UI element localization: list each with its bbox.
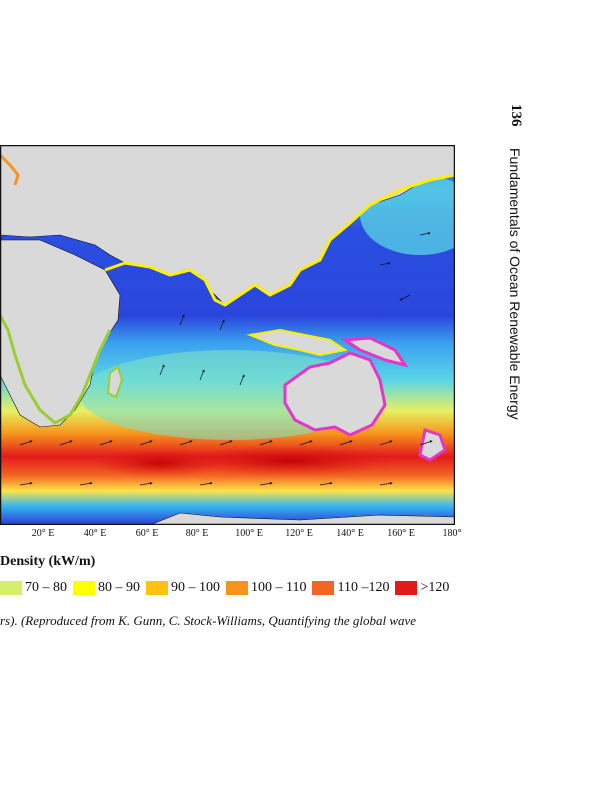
legend-label: 90 – 100 <box>171 580 220 595</box>
legend-label: 70 – 80 <box>25 580 67 595</box>
legend-swatch <box>146 581 168 595</box>
legend-item: 70 – 80 <box>0 580 67 596</box>
x-tick: 100° E <box>235 528 263 539</box>
book-title: Fundamentals of Ocean Renewable Energy <box>507 148 523 420</box>
legend-swatch <box>226 581 248 595</box>
asia-coast-yellow <box>104 173 455 307</box>
legend-item: >120 <box>395 580 449 596</box>
legend-swatch <box>73 581 95 595</box>
legend-item: 80 – 90 <box>73 580 140 596</box>
x-tick: 40° E <box>83 528 107 539</box>
page-number: 136 <box>508 104 524 127</box>
legend-swatch <box>395 581 418 595</box>
x-tick: 80° E <box>185 528 209 539</box>
legend-label: 110 –120 <box>337 580 390 595</box>
legend-item: 110 –120 <box>312 580 389 596</box>
legend-swatch <box>0 581 22 595</box>
southern-hotspot-2 <box>180 445 400 477</box>
europe-coast-orange <box>0 153 20 186</box>
wave-power-map <box>0 145 455 525</box>
x-tick: 160° E <box>387 528 415 539</box>
madagascar <box>106 365 124 399</box>
legend-swatch <box>312 581 335 595</box>
legend: 70 – 80 80 – 90 90 – 100 100 – 110 110 –… <box>0 578 455 598</box>
new-guinea <box>340 336 409 368</box>
x-tick: 20° E <box>31 528 55 539</box>
x-tick: 120° E <box>285 528 313 539</box>
legend-label: >120 <box>420 580 450 595</box>
x-tick: 140° E <box>336 528 364 539</box>
x-tick: 180° <box>442 528 462 539</box>
legend-title: Density (kW/m) <box>0 554 96 569</box>
new-zealand <box>418 428 447 462</box>
map-frame <box>0 145 455 525</box>
indonesia <box>246 328 348 357</box>
figure-caption: rs). (Reproduced from K. Gunn, C. Stock-… <box>0 613 417 628</box>
legend-item: 90 – 100 <box>146 580 220 596</box>
x-axis-ticks: 20° E 40° E 60° E 80° E 100° E 120° E 14… <box>0 528 470 546</box>
legend-label: 100 – 110 <box>251 580 307 595</box>
australia-landmass <box>283 351 387 437</box>
running-head: 136 Fundamentals of Ocean Renewable Ener… <box>507 104 537 444</box>
x-tick: 60° E <box>135 528 159 539</box>
antarctica-edge <box>149 512 455 525</box>
africa-coast-green <box>0 314 112 425</box>
legend-label: 80 – 90 <box>98 580 140 595</box>
wave-direction-arrows <box>19 232 433 486</box>
legend-item: 100 – 110 <box>226 580 306 596</box>
